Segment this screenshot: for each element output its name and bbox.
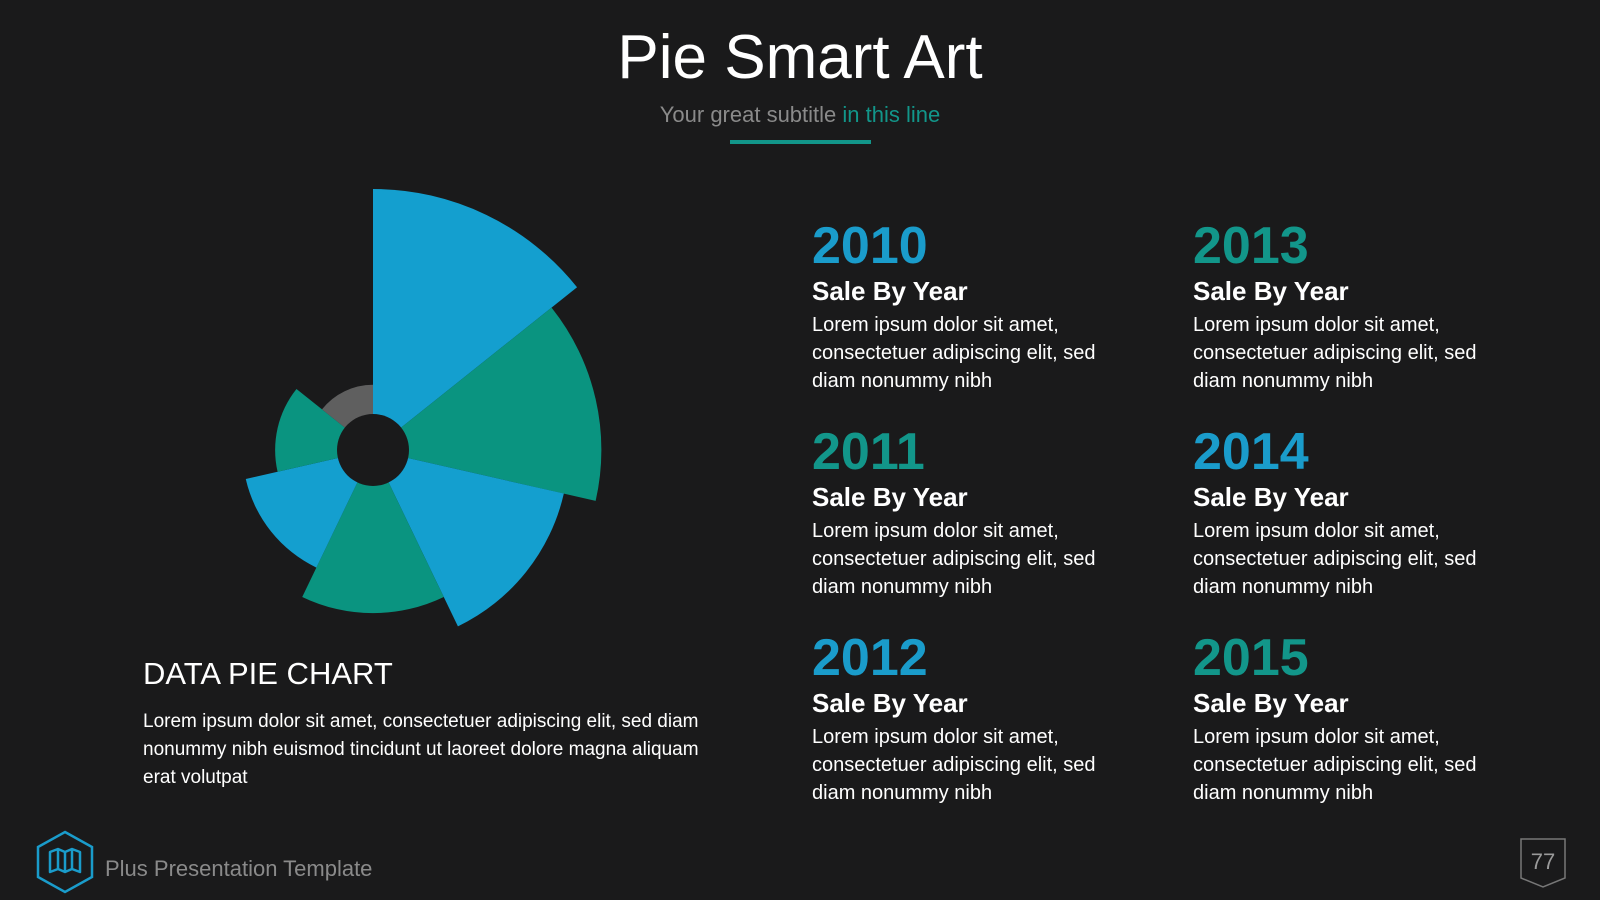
item-heading: Sale By Year xyxy=(812,482,968,512)
pie-segment xyxy=(373,450,564,627)
item-text: Lorem ipsum dolor sit amet, consectetuer… xyxy=(812,520,1096,598)
item: 2010 Sale By Year Lorem ipsum dolor sit am… xyxy=(812,218,1142,395)
item: 2015 Sale By Year Lorem ipsum dolor sit am… xyxy=(1193,630,1523,807)
item-text: Lorem ipsum dolor sit amet, consectetuer… xyxy=(1193,726,1477,804)
year: 2014 xyxy=(1193,423,1309,481)
chart-description: Lorem ipsum dolor sit amet, consectetuer… xyxy=(143,711,699,788)
logo xyxy=(36,830,94,894)
year: 2012 xyxy=(812,629,928,687)
item-text: Lorem ipsum dolor sit amet, consectetuer… xyxy=(1193,520,1477,598)
page-number: 77 xyxy=(1530,849,1556,874)
item-text: Lorem ipsum dolor sit amet, consectetuer… xyxy=(812,726,1096,804)
title-rule xyxy=(730,140,871,144)
year: 2013 xyxy=(1193,217,1309,275)
pie-hole xyxy=(337,414,409,486)
item-heading: Sale By Year xyxy=(1193,688,1349,718)
pie-segment xyxy=(302,450,444,614)
subtitle-main: Your great subtitle xyxy=(659,102,837,127)
pie-segment xyxy=(245,450,373,568)
year: 2011 xyxy=(812,423,925,481)
item-heading: Sale By Year xyxy=(812,688,968,718)
item: 2011 Sale By Year Lorem ipsum dolor sit am… xyxy=(812,424,1142,601)
brand: Plus Presentation Template xyxy=(105,856,373,881)
item-heading: Sale By Year xyxy=(1193,276,1349,306)
pie-segment xyxy=(373,307,602,501)
year: 2015 xyxy=(1193,629,1309,687)
subtitle-accent: in this line xyxy=(842,102,941,127)
item-text: Lorem ipsum dolor sit amet, consectetuer… xyxy=(1193,314,1477,392)
item: 2013 Sale By Year Lorem ipsum dolor sit am… xyxy=(1193,218,1523,395)
page-badge xyxy=(1520,838,1566,888)
year: 2010 xyxy=(812,217,928,275)
item-heading: Sale By Year xyxy=(812,276,968,306)
slide-title: Pie Smart Art xyxy=(617,23,983,92)
pie-segment xyxy=(373,189,578,450)
chart xyxy=(245,189,602,627)
item-heading: Sale By Year xyxy=(1193,482,1349,512)
item: 2012 Sale By Year Lorem ipsum dolor sit am… xyxy=(812,630,1142,807)
item: 2014 Sale By Year Lorem ipsum dolor sit am… xyxy=(1193,424,1523,601)
chart-title: DATA PIE CHART xyxy=(143,656,393,691)
subtitle: Your great subtitle in this line xyxy=(0,102,1600,128)
item-text: Lorem ipsum dolor sit amet, consectetuer… xyxy=(812,314,1096,392)
